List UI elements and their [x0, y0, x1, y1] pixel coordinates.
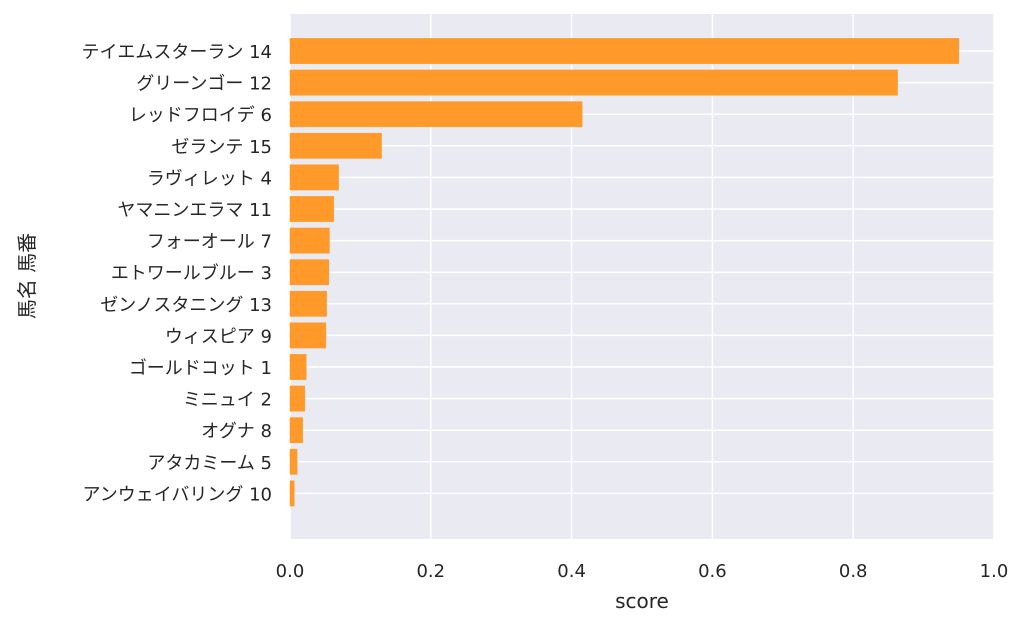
y-tick-label: アンウェイバリング 10: [82, 484, 272, 505]
bar: [289, 480, 295, 507]
y-tick-label: エトワールブルー 3: [111, 262, 272, 284]
bar: [289, 417, 303, 444]
y-tick-label: オグナ 8: [201, 421, 272, 442]
x-axis-label: score: [615, 589, 669, 613]
x-tick-label: 0.0: [276, 561, 305, 582]
bar: [289, 38, 960, 64]
y-axis-label: 馬名 馬番: [15, 233, 39, 319]
x-tick-label: 0.2: [416, 561, 445, 582]
bar: [289, 101, 583, 128]
bar: [289, 227, 330, 254]
y-tick-label: ミニュイ 2: [183, 390, 272, 411]
y-tick-label: レッドフロイデ 6: [129, 105, 272, 126]
bar: [289, 132, 382, 159]
bar: [289, 385, 306, 412]
x-tick-labels: 0.0 0.2 0.4 0.6 0.8 1.0: [276, 561, 1009, 582]
x-tick-label: 0.6: [698, 561, 727, 582]
y-tick-label: ゼランテ 15: [171, 137, 272, 158]
bars: [289, 38, 960, 507]
bar: [289, 196, 334, 222]
bar: [289, 164, 339, 191]
bar: [289, 354, 307, 380]
y-tick-labels: テイエムスターラン 14 グリーンゴー 12 レッドフロイデ 6 ゼランテ 15 ラヴィ…: [82, 42, 272, 505]
y-tick-label: アタカミーム 5: [147, 453, 272, 474]
y-tick-label: テイエムスターラン 14: [82, 42, 272, 63]
y-tick-label: フォーオール 7: [147, 232, 272, 253]
y-tick-label: グリーンゴー 12: [136, 74, 272, 95]
x-tick-label: 0.8: [839, 561, 868, 582]
bar: [289, 69, 898, 96]
bar: [289, 448, 298, 475]
y-tick-label: ヤマニンエラマ 11: [117, 200, 272, 221]
bar: [289, 322, 327, 349]
y-tick-label: ラヴィレット 4: [147, 168, 272, 189]
bar: [289, 259, 329, 286]
y-tick-label: ゴールドコット 1: [129, 358, 272, 379]
y-tick-label: ウィスピア 9: [165, 326, 272, 347]
x-tick-label: 1.0: [980, 561, 1009, 582]
y-tick-label: ゼンノスタニング 13: [100, 295, 272, 316]
x-tick-label: 0.4: [557, 561, 586, 582]
bar: [289, 290, 327, 317]
